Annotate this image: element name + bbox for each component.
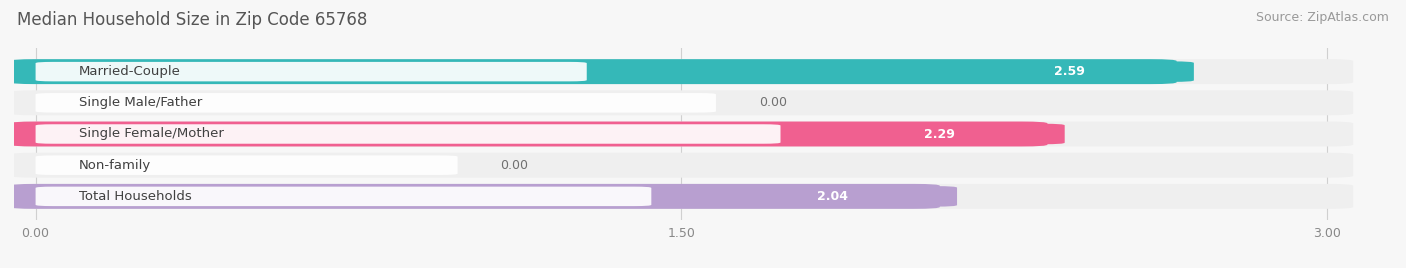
FancyBboxPatch shape (35, 62, 586, 81)
FancyBboxPatch shape (10, 59, 1353, 84)
Text: 0.00: 0.00 (501, 159, 529, 172)
FancyBboxPatch shape (35, 124, 780, 144)
Text: Single Male/Father: Single Male/Father (79, 96, 202, 109)
FancyBboxPatch shape (10, 184, 1353, 209)
FancyBboxPatch shape (10, 121, 1047, 147)
FancyBboxPatch shape (815, 124, 1064, 144)
Text: Source: ZipAtlas.com: Source: ZipAtlas.com (1256, 11, 1389, 24)
Text: Median Household Size in Zip Code 65768: Median Household Size in Zip Code 65768 (17, 11, 367, 29)
FancyBboxPatch shape (35, 155, 457, 175)
FancyBboxPatch shape (707, 186, 957, 207)
FancyBboxPatch shape (10, 121, 1353, 147)
FancyBboxPatch shape (35, 93, 716, 113)
FancyBboxPatch shape (945, 61, 1194, 82)
Text: Single Female/Mother: Single Female/Mother (79, 128, 224, 140)
FancyBboxPatch shape (10, 59, 1177, 84)
Text: 0.00: 0.00 (759, 96, 787, 109)
Text: 2.04: 2.04 (817, 190, 848, 203)
FancyBboxPatch shape (10, 153, 1353, 178)
FancyBboxPatch shape (10, 184, 939, 209)
FancyBboxPatch shape (35, 187, 651, 206)
FancyBboxPatch shape (10, 90, 1353, 115)
Text: 2.59: 2.59 (1053, 65, 1084, 78)
Text: Total Households: Total Households (79, 190, 191, 203)
Text: 2.29: 2.29 (924, 128, 955, 140)
Text: Married-Couple: Married-Couple (79, 65, 180, 78)
Text: Non-family: Non-family (79, 159, 150, 172)
